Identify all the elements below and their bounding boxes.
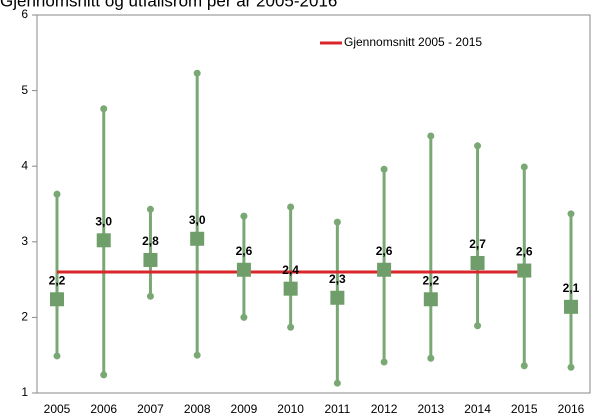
- mean-marker: [564, 299, 578, 314]
- legend-label: Gjennomsnitt 2005 - 2015: [344, 35, 482, 49]
- mean-marker: [236, 262, 251, 277]
- max-dot: [193, 69, 201, 77]
- data-label: 2,2: [49, 273, 66, 287]
- y-tick-label: 6: [21, 7, 28, 21]
- max-dot: [474, 142, 482, 150]
- x-tick-label: 2015: [511, 402, 538, 416]
- min-dot: [53, 352, 61, 360]
- data-label: 2,3: [329, 272, 346, 286]
- max-dot: [427, 132, 435, 140]
- data-label: 2,7: [469, 237, 486, 251]
- data-label: 2,6: [376, 244, 393, 258]
- min-dot: [193, 351, 201, 359]
- min-dot: [146, 292, 154, 300]
- max-dot: [380, 165, 388, 173]
- x-tick-label: 2008: [184, 402, 211, 416]
- y-tick-label: 4: [21, 158, 28, 172]
- x-tick-label: 2016: [558, 402, 585, 416]
- min-dot: [287, 323, 295, 331]
- mean-marker: [50, 292, 64, 307]
- min-dot: [474, 322, 482, 330]
- x-tick-label: 2014: [464, 402, 491, 416]
- max-dot: [146, 205, 154, 213]
- mean-marker: [517, 263, 532, 278]
- chart-title: Gjennomsnitt og utfallsrom per år 2005-2…: [0, 0, 337, 10]
- max-dot: [333, 218, 341, 226]
- min-dot: [520, 362, 528, 370]
- mean-marker: [283, 281, 298, 296]
- min-dot: [100, 371, 108, 379]
- data-label: 3,0: [95, 214, 112, 228]
- data-label: 2,4: [282, 263, 299, 277]
- max-dot: [240, 212, 248, 220]
- max-dot: [520, 163, 528, 171]
- y-tick-label: 5: [21, 83, 28, 97]
- y-tick-label: 1: [21, 385, 28, 399]
- max-dot: [287, 203, 295, 211]
- mean-marker: [330, 290, 345, 305]
- min-dot: [240, 313, 248, 321]
- x-tick-label: 2006: [90, 402, 117, 416]
- data-label: 3,0: [189, 213, 206, 227]
- x-tick-label: 2005: [44, 402, 71, 416]
- max-dot: [53, 190, 61, 198]
- x-tick-label: 2009: [231, 402, 258, 416]
- mean-marker: [377, 262, 392, 277]
- mean-marker: [190, 231, 205, 246]
- mean-marker: [423, 292, 438, 307]
- y-tick-label: 3: [21, 234, 28, 248]
- mean-marker: [96, 233, 111, 248]
- data-label: 2,8: [142, 234, 159, 248]
- x-tick-label: 2011: [324, 402, 350, 416]
- max-dot: [567, 210, 575, 218]
- data-label: 2,6: [236, 244, 253, 258]
- min-dot: [333, 379, 341, 387]
- x-tick-label: 2007: [137, 402, 164, 416]
- max-dot: [100, 105, 108, 113]
- y-tick-label: 2: [21, 310, 28, 324]
- min-dot: [427, 354, 435, 362]
- data-label: 2,2: [422, 273, 439, 287]
- x-tick-label: 2010: [277, 402, 304, 416]
- mean-marker: [143, 252, 158, 267]
- mean-marker: [470, 255, 485, 270]
- data-label: 2,1: [563, 281, 580, 295]
- x-tick-label: 2013: [417, 402, 444, 416]
- plot-frame: [36, 14, 591, 394]
- data-label: 2,6: [516, 245, 533, 259]
- min-dot: [567, 363, 575, 371]
- min-dot: [380, 358, 388, 366]
- x-tick-label: 2012: [371, 402, 398, 416]
